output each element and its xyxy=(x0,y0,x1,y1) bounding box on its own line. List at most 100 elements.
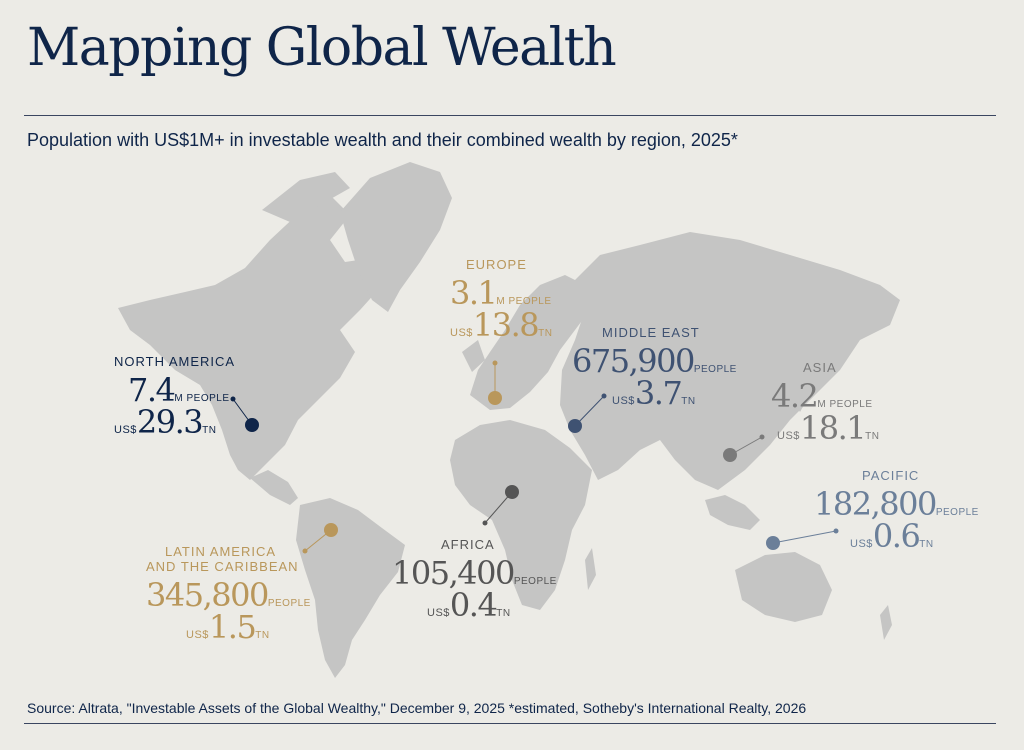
europe-marker[interactable] xyxy=(488,391,502,405)
people-row: 675,900 PEOPLE xyxy=(572,345,737,377)
north-america-marker[interactable] xyxy=(245,418,259,432)
africa-marker[interactable] xyxy=(505,485,519,499)
trillion-unit: TN xyxy=(255,630,270,641)
trillion-unit: TN xyxy=(865,431,880,442)
currency-unit: US$ xyxy=(850,538,873,550)
region-name: ASIA xyxy=(803,360,837,375)
people-value: 345,800 xyxy=(146,576,269,614)
people-value: 7.4 xyxy=(128,371,176,409)
latin-america-marker-dot xyxy=(302,548,308,554)
africa-landmass xyxy=(450,420,592,610)
europe-landmass xyxy=(470,275,590,410)
currency-unit: US$ xyxy=(777,430,800,442)
latin-america-label: LATIN AMERICA AND THE CARIBBEAN 345,800 … xyxy=(146,545,311,643)
wealth-value: 29.3 xyxy=(136,403,204,441)
people-unit: M PEOPLE xyxy=(817,399,873,410)
region-name: EUROPE xyxy=(466,257,527,272)
landmasses xyxy=(118,162,900,678)
australia-landmass xyxy=(735,552,832,622)
pacific-connector xyxy=(772,530,837,544)
trillion-unit: TN xyxy=(202,425,217,436)
trillion-unit: TN xyxy=(681,396,696,407)
wealth-row: US$ 0.6 TN xyxy=(850,520,979,552)
currency-unit: US$ xyxy=(427,607,450,619)
source-note: Source: Altrata, "Investable Assets of t… xyxy=(27,700,807,716)
people-row: 7.4 M PEOPLE xyxy=(128,374,235,406)
region-name-line1: LATIN AMERICA xyxy=(165,544,277,559)
asia-landmass xyxy=(560,232,900,490)
people-unit: PEOPLE xyxy=(935,507,979,518)
people-unit: M PEOPLE xyxy=(174,393,230,404)
south-america-landmass xyxy=(296,498,405,678)
people-unit: PEOPLE xyxy=(267,598,311,609)
japan-landmass xyxy=(790,378,812,412)
subtitle: Population with US$1M+ in investable wea… xyxy=(27,130,738,150)
people-value: 675,900 xyxy=(572,342,695,380)
wealth-value: 0.4 xyxy=(449,586,498,624)
central-america-landmass xyxy=(250,470,298,505)
currency-unit: US$ xyxy=(114,424,137,436)
north-america-landmass xyxy=(118,195,378,480)
people-unit: PEOPLE xyxy=(513,576,557,587)
people-row: 4.2 M PEOPLE xyxy=(771,380,880,412)
north-america-marker-dot xyxy=(230,396,236,402)
region-name: AFRICA xyxy=(441,537,495,552)
arctic-islands xyxy=(262,172,350,222)
wealth-row: US$ 29.3 TN xyxy=(114,406,235,438)
middle-east-marker-dot xyxy=(601,393,607,399)
region-name: MIDDLE EAST xyxy=(602,325,700,340)
trillion-unit: TN xyxy=(919,539,934,550)
middle-east-label: MIDDLE EAST 675,900 PEOPLE US$ 3.7 TN xyxy=(572,326,737,409)
africa-marker-dot xyxy=(482,520,488,526)
north-america-label: NORTH AMERICA 7.4 M PEOPLE US$ 29.3 TN xyxy=(114,355,235,438)
trillion-unit: TN xyxy=(538,328,553,339)
asia-label: ASIA 4.2 M PEOPLE US$ 18.1 TN xyxy=(771,361,880,444)
madagascar-landmass xyxy=(585,548,596,590)
pacific-marker[interactable] xyxy=(766,536,780,550)
wealth-value: 1.5 xyxy=(208,608,257,646)
europe-marker-dot xyxy=(492,360,498,366)
wealth-row: US$ 18.1 TN xyxy=(777,412,880,444)
wealth-value: 0.6 xyxy=(872,517,921,555)
people-row: 3.1 M PEOPLE xyxy=(450,277,553,309)
people-value: 182,800 xyxy=(814,485,937,523)
trillion-unit: TN xyxy=(496,608,511,619)
pacific-label: PACIFIC 182,800 PEOPLE US$ 0.6 TN xyxy=(814,469,979,552)
greenland-landmass xyxy=(340,162,452,312)
wealth-value: 13.8 xyxy=(472,306,540,344)
location-markers xyxy=(230,360,839,554)
currency-unit: US$ xyxy=(186,629,209,641)
pacific-marker-dot xyxy=(833,528,839,534)
wealth-value: 18.1 xyxy=(799,409,867,447)
region-name-line2: AND THE CARIBBEAN xyxy=(146,559,299,574)
wealth-row: US$ 13.8 TN xyxy=(450,309,553,341)
people-unit: M PEOPLE xyxy=(496,296,552,307)
page-title: Mapping Global Wealth xyxy=(27,18,617,78)
asia-marker-dot xyxy=(759,434,765,440)
middle-east-marker[interactable] xyxy=(568,419,582,433)
region-name: NORTH AMERICA xyxy=(114,354,236,369)
people-value: 3.1 xyxy=(450,274,498,312)
region-name: PACIFIC xyxy=(862,468,920,483)
people-row: 105,400 PEOPLE xyxy=(392,557,557,589)
wealth-row: US$ 1.5 TN xyxy=(186,611,311,643)
bottom-divider xyxy=(24,723,996,724)
wealth-row: US$ 0.4 TN xyxy=(427,589,557,621)
currency-unit: US$ xyxy=(450,327,473,339)
currency-unit: US$ xyxy=(612,395,635,407)
british-isles xyxy=(462,340,485,372)
wealth-row: US$ 3.7 TN xyxy=(612,377,737,409)
latin-america-marker[interactable] xyxy=(324,523,338,537)
people-value: 4.2 xyxy=(771,377,819,415)
new-zealand-landmass xyxy=(880,605,892,640)
southeast-asia-islands xyxy=(705,495,760,530)
people-row: 345,800 PEOPLE xyxy=(146,579,311,611)
europe-label: EUROPE 3.1 M PEOPLE US$ 13.8 TN xyxy=(450,258,553,341)
people-row: 182,800 PEOPLE xyxy=(814,488,979,520)
africa-label: AFRICA 105,400 PEOPLE US$ 0.4 TN xyxy=(392,538,557,621)
wealth-value: 3.7 xyxy=(634,374,683,412)
asia-marker[interactable] xyxy=(723,448,737,462)
people-unit: PEOPLE xyxy=(693,364,737,375)
people-value: 105,400 xyxy=(392,554,515,592)
